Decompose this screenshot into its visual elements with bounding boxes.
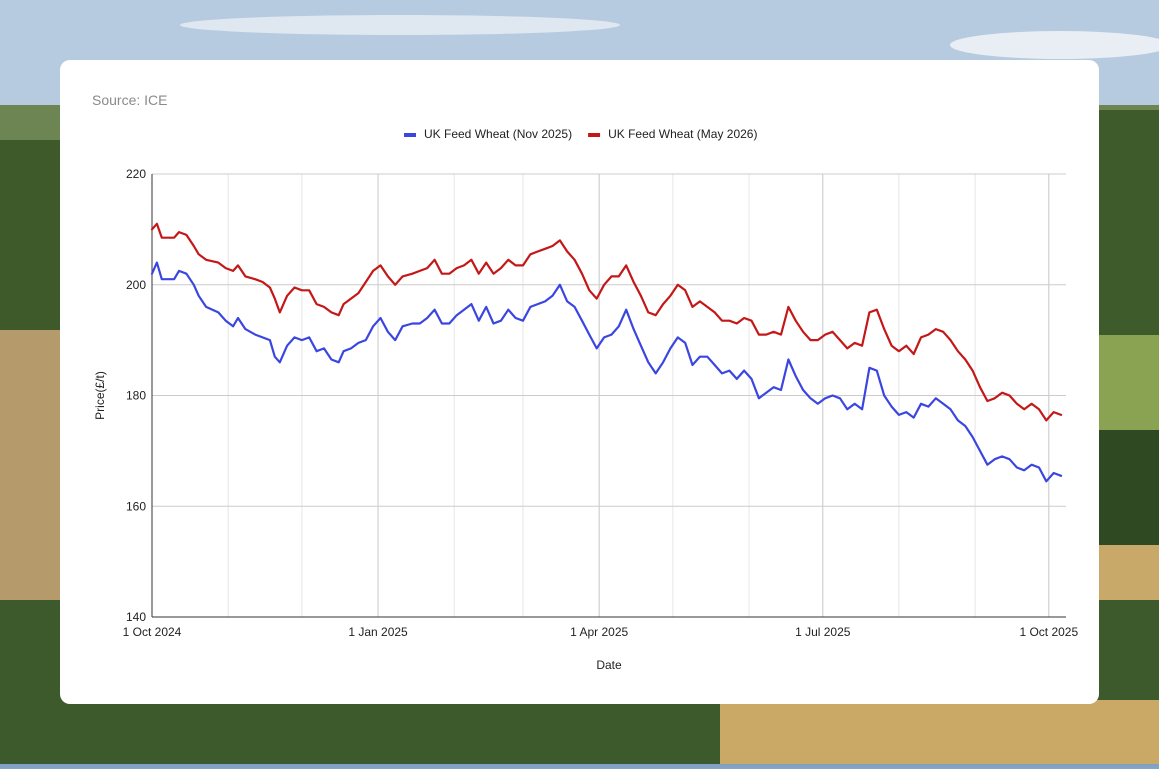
line-chart: 140 160 180 200 220 1 Oct 2024 1 Jan 2025 1 Apr… (93, 127, 1078, 672)
series-line-1 (150, 261, 1063, 483)
series-line-2 (150, 222, 1063, 422)
x-tick-label: 1 Apr 2025 (570, 625, 628, 639)
legend-swatch-1 (404, 133, 416, 137)
y-tick-label: 160 (126, 499, 146, 513)
x-tick-label: 1 Jan 2025 (348, 625, 408, 639)
y-tick-label: 220 (126, 167, 146, 181)
legend-label-1: UK Feed Wheat (Nov 2025) (424, 127, 572, 141)
x-axis-title: Date (596, 658, 622, 672)
y-tick-label: 200 (126, 278, 146, 292)
legend-label-2: UK Feed Wheat (May 2026) (608, 127, 757, 141)
chart-card: Source: ICE 140 160 180 200 220 1 Oct 2024 1 J… (60, 60, 1099, 704)
x-tick-label: 1 Jul 2025 (795, 625, 851, 639)
legend-swatch-2 (588, 133, 601, 137)
y-axis-title: Price(£/t) (93, 371, 107, 420)
source-label: Source: ICE (92, 92, 168, 108)
y-tick-label: 140 (126, 610, 146, 624)
y-tick-label: 180 (126, 389, 146, 403)
x-tick-label: 1 Oct 2025 (1019, 625, 1078, 639)
x-tick-label: 1 Oct 2024 (123, 625, 182, 639)
